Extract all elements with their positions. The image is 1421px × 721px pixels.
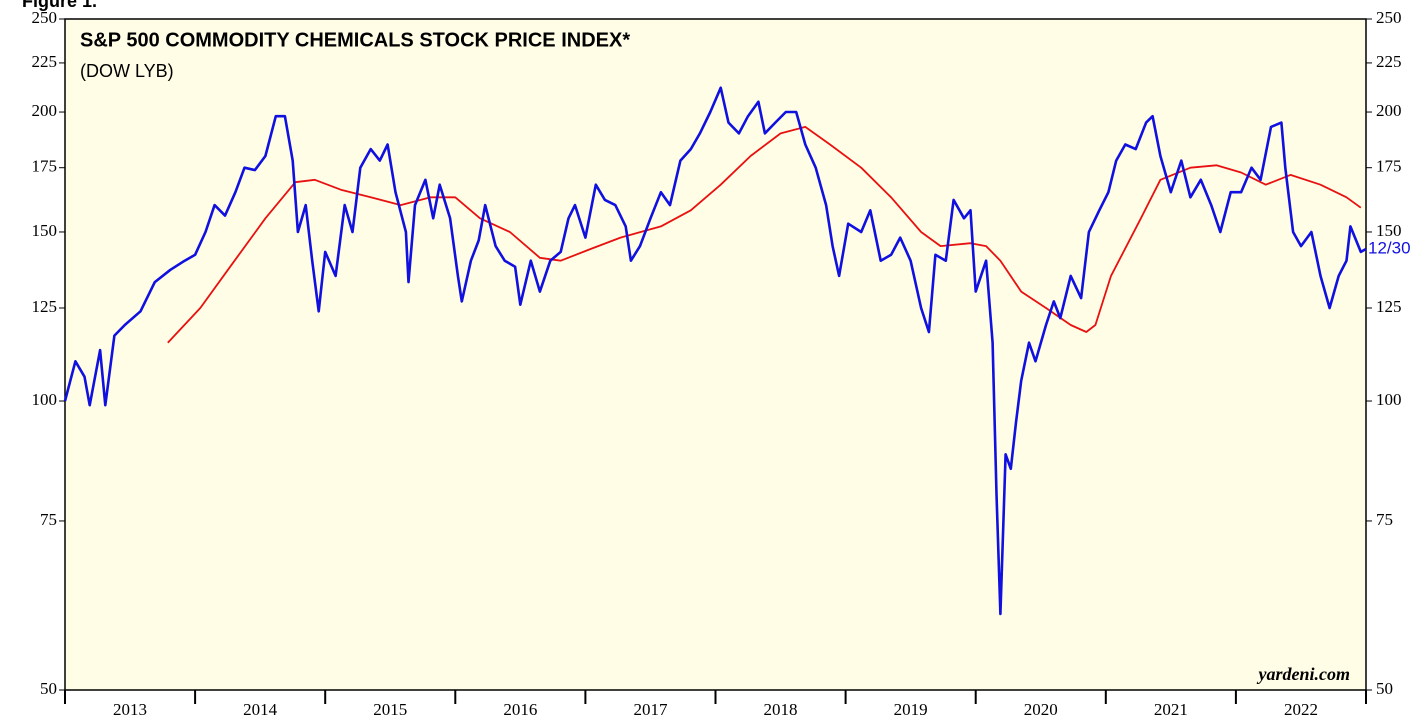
- y2-tick-label: 225: [1376, 52, 1402, 71]
- y-tick-label: 225: [32, 52, 58, 71]
- y-tick-label: 125: [32, 297, 58, 316]
- y2-tick-label: 125: [1376, 297, 1402, 316]
- x-tick-label: 2015: [373, 700, 407, 719]
- y2-tick-label: 200: [1376, 101, 1402, 120]
- x-tick-label: 2016: [503, 700, 537, 719]
- y-tick-label: 200: [32, 101, 58, 120]
- y-tick-label: 100: [32, 390, 58, 409]
- x-tick-label: 2018: [764, 700, 798, 719]
- end-label: 12/30: [1368, 238, 1411, 257]
- y-tick-label: 175: [32, 157, 58, 176]
- y2-tick-label: 50: [1376, 679, 1393, 698]
- figure-label: Figure 1.: [22, 0, 97, 11]
- y-tick-label: 150: [32, 221, 58, 240]
- chart-subtitle: (DOW LYB): [80, 61, 174, 81]
- x-tick-label: 2017: [633, 700, 668, 719]
- line-series: [167, 126, 1362, 344]
- x-tick-label: 2021: [1154, 700, 1188, 719]
- x-tick-label: 2022: [1284, 700, 1318, 719]
- y2-tick-label: 75: [1376, 510, 1393, 529]
- source: yardeni.com: [1257, 664, 1351, 684]
- x-tick-label: 2014: [243, 700, 278, 719]
- line-series: [63, 86, 1367, 616]
- y-tick-label: 250: [32, 8, 58, 27]
- y2-tick-label: 100: [1376, 390, 1402, 409]
- y2-tick-label: 150: [1376, 221, 1402, 240]
- y-tick-label: 50: [40, 679, 57, 698]
- y2-tick-label: 175: [1376, 157, 1402, 176]
- x-tick-label: 2019: [894, 700, 928, 719]
- x-tick-label: 2013: [113, 700, 147, 719]
- y2-tick-label: 250: [1376, 8, 1402, 27]
- x-tick-label: 2020: [1024, 700, 1058, 719]
- plot-area: [64, 18, 1367, 691]
- chart-title: S&P 500 COMMODITY CHEMICALS STOCK PRICE …: [80, 29, 630, 51]
- y-tick-label: 75: [40, 510, 57, 529]
